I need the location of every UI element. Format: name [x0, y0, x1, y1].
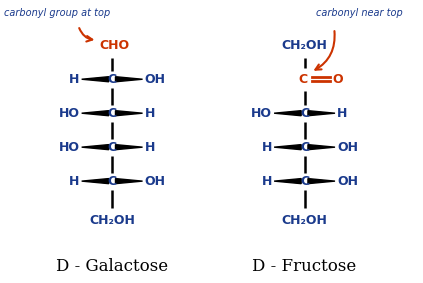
Text: C: C	[298, 73, 307, 86]
Text: H: H	[69, 73, 80, 86]
Text: D - Galactose: D - Galactose	[56, 258, 168, 275]
Text: HO: HO	[58, 141, 80, 154]
Polygon shape	[308, 179, 335, 184]
Text: CH₂OH: CH₂OH	[89, 214, 135, 227]
Text: OH: OH	[337, 141, 358, 154]
Text: OH: OH	[337, 175, 358, 188]
Text: carbonyl group at top: carbonyl group at top	[4, 8, 110, 18]
Text: CHO: CHO	[99, 39, 129, 52]
Text: C: C	[107, 141, 117, 154]
Polygon shape	[82, 145, 109, 150]
Text: H: H	[145, 107, 155, 120]
Text: CH₂OH: CH₂OH	[282, 214, 327, 227]
Text: C: C	[107, 175, 117, 188]
Polygon shape	[115, 179, 143, 184]
Text: O: O	[332, 73, 343, 86]
Text: H: H	[261, 141, 272, 154]
Text: C: C	[107, 73, 117, 86]
Text: H: H	[261, 175, 272, 188]
Polygon shape	[115, 77, 143, 82]
Text: H: H	[145, 141, 155, 154]
Text: OH: OH	[145, 73, 166, 86]
Text: HO: HO	[251, 107, 272, 120]
Polygon shape	[274, 179, 301, 184]
Polygon shape	[308, 111, 335, 116]
Text: carbonyl near top: carbonyl near top	[316, 8, 403, 18]
Text: CH₂OH: CH₂OH	[282, 39, 327, 52]
Polygon shape	[82, 179, 109, 184]
Text: H: H	[337, 107, 348, 120]
Polygon shape	[115, 145, 143, 150]
Text: C: C	[300, 141, 309, 154]
Text: D - Fructose: D - Fructose	[253, 258, 357, 275]
Polygon shape	[308, 145, 335, 150]
Text: C: C	[300, 175, 309, 188]
Polygon shape	[274, 145, 301, 150]
Polygon shape	[115, 111, 143, 116]
Text: C: C	[107, 107, 117, 120]
Text: HO: HO	[58, 107, 80, 120]
Polygon shape	[82, 77, 109, 82]
Text: OH: OH	[145, 175, 166, 188]
Text: C: C	[300, 107, 309, 120]
Text: H: H	[69, 175, 80, 188]
Polygon shape	[274, 111, 301, 116]
Polygon shape	[82, 111, 109, 116]
